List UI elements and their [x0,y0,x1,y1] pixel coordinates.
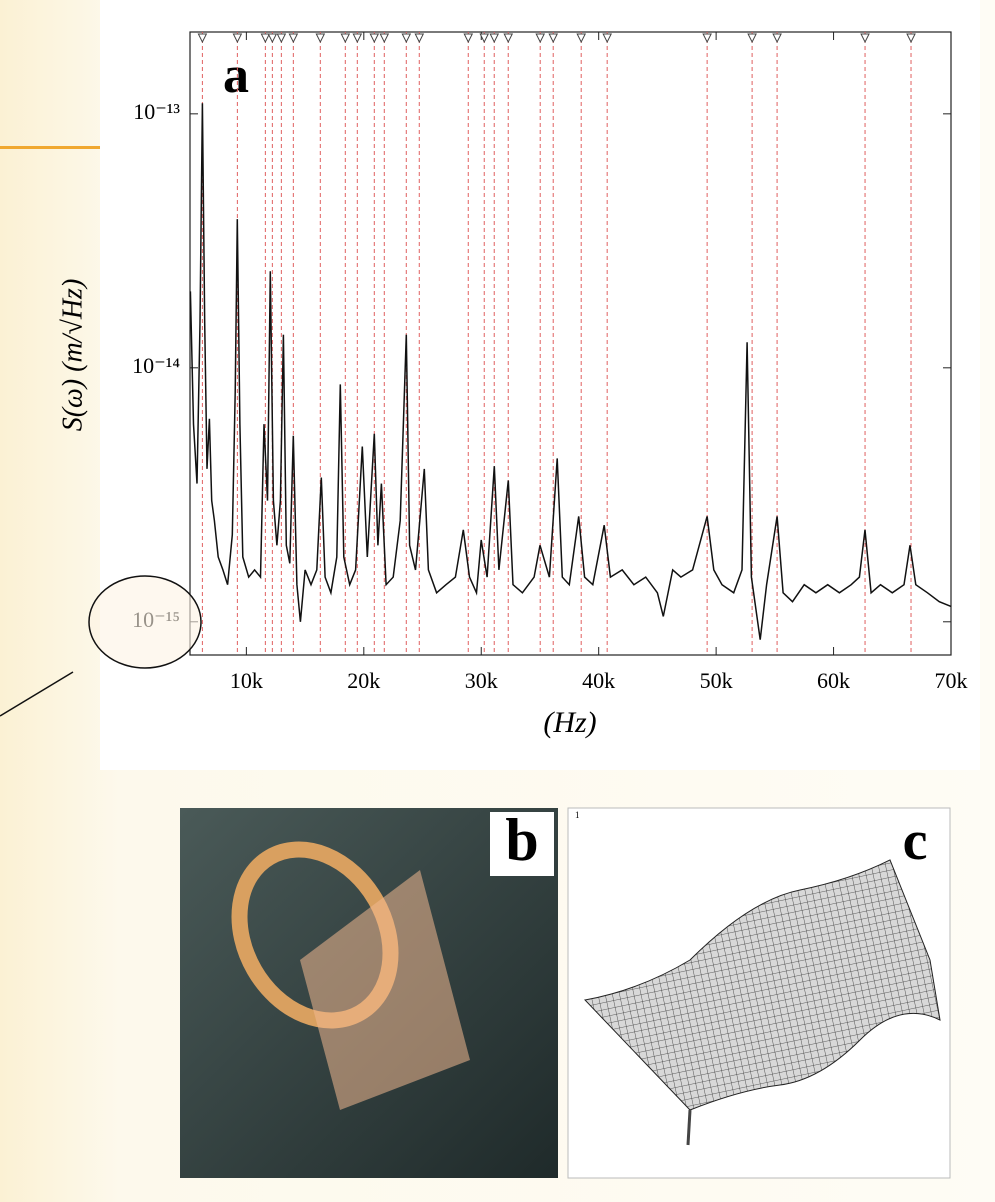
panel-label: b [505,807,538,873]
y-axis-label: S(ω) (m/√Hz) [57,279,88,432]
x-tick-label: 50k [700,668,733,693]
chart: a (Hz) S(ω) (m/√Hz) 10⁻¹³10⁻¹⁴10⁻¹⁵10k20… [57,31,968,739]
mesh-spike [686,1109,692,1146]
marker-triangle [369,33,380,44]
marker-triangle [352,33,363,44]
panel-b: b [180,807,558,1178]
marker-triangle [288,33,299,44]
mesh-surface [583,859,941,1111]
marker-triangle [860,33,870,44]
marker-triangle [702,33,712,44]
y-tick-label: 10⁻¹³ [133,99,180,124]
marker-triangle [379,33,390,44]
marker-triangle [548,33,559,44]
callout-line [0,671,74,717]
panel-c: 1 c [567,807,951,1179]
x-tick-label: 20k [347,668,380,693]
accent-line [0,146,100,149]
marker-triangle [463,33,474,44]
marker-triangle [576,33,587,44]
marker-triangle [503,33,514,44]
marker-triangle [197,33,208,44]
marker-triangle [401,33,412,44]
marker-triangle [747,33,757,44]
marker-triangle [414,33,425,44]
marker-triangle [340,33,351,44]
label-box [490,812,554,876]
spectrum-line [189,103,952,640]
x-tick-label: 60k [817,668,850,693]
marker-triangle [479,33,490,44]
film [300,870,470,1110]
x-tick-label: 40k [582,668,615,693]
marker-triangle [315,33,326,44]
x-tick-label: 10k [230,668,263,693]
marker-triangle [260,33,271,44]
x-axis-label: (Hz) [543,706,596,739]
marker-triangle [232,33,243,44]
panel-label: a [223,47,249,104]
marker-triangle [772,33,782,44]
marker-triangle [906,33,916,44]
marker-triangle [535,33,546,44]
highlight-circle [88,575,202,669]
y-tick-label: 10⁻¹⁴ [132,353,180,378]
corner-text: 1 [575,810,580,820]
x-tick-label: 70k [935,668,968,693]
marker-triangle [276,33,287,44]
x-tick-label: 30k [465,668,498,693]
marker-triangle [489,33,500,44]
marker-triangle [267,33,278,44]
plot-frame [189,31,952,656]
panel-label: c [903,810,928,872]
marker-triangle [602,33,612,44]
